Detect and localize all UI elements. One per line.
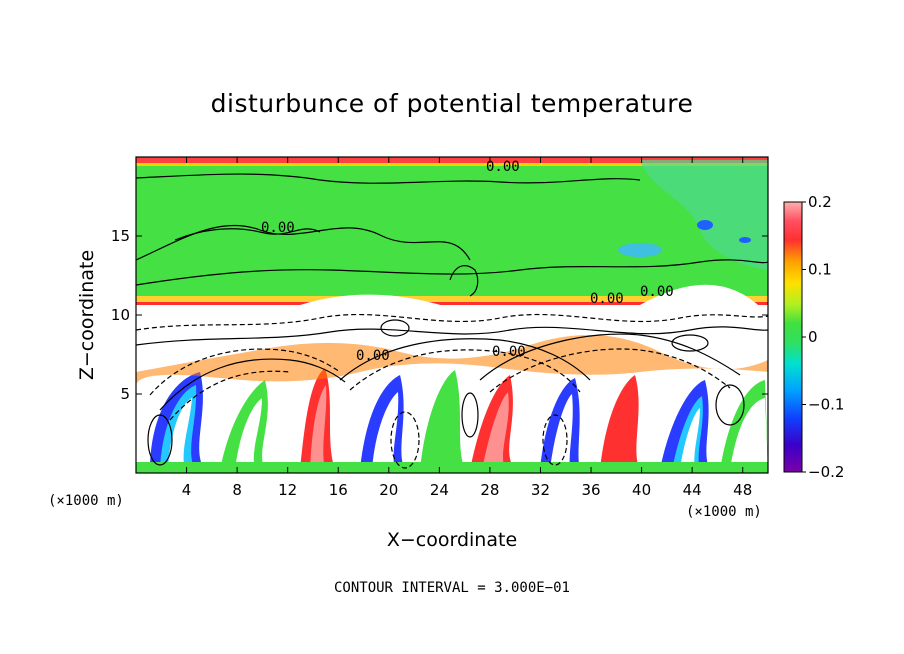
x-tick-label: 20 bbox=[379, 481, 398, 499]
colorbar-ticks: 0.2 0.1 0 −0.1 −0.2 bbox=[802, 193, 844, 481]
contour-labels: 0.00 0.00 0.00 0.00 0.00 0.00 bbox=[261, 159, 674, 364]
plot-area: 0.00 0.00 0.00 0.00 0.00 0.00 bbox=[136, 157, 768, 473]
colorbar-tick-label: −0.1 bbox=[808, 396, 844, 414]
contour-label: 0.00 bbox=[356, 348, 390, 364]
chart-title: disturbunce of potential temperature bbox=[211, 89, 694, 118]
x-tick-label: 28 bbox=[480, 481, 499, 499]
x-unit-right: (×1000 m) bbox=[686, 504, 762, 520]
y-tick-label: 10 bbox=[111, 306, 130, 324]
colorbar-tick-label: 0.1 bbox=[808, 261, 832, 279]
contour-label: 0.00 bbox=[486, 159, 520, 175]
x-axis-label: X−coordinate bbox=[387, 529, 517, 551]
y-axis-ticks: 5 10 15 bbox=[111, 227, 768, 403]
y-axis-label: Z−coordinate bbox=[76, 250, 98, 380]
x-tick-label: 40 bbox=[632, 481, 651, 499]
x-tick-label: 24 bbox=[430, 481, 449, 499]
contour-label: 0.00 bbox=[261, 220, 295, 236]
x-unit-left: (×1000 m) bbox=[48, 493, 124, 509]
x-tick-label: 32 bbox=[531, 481, 550, 499]
colorbar-tick-label: −0.2 bbox=[808, 463, 844, 481]
contour-label: 0.00 bbox=[492, 344, 526, 360]
y-tick-label: 15 bbox=[111, 227, 130, 245]
colorbar bbox=[783, 201, 803, 473]
x-tick-label: 48 bbox=[733, 481, 752, 499]
x-tick-label: 8 bbox=[232, 481, 242, 499]
contour-lines bbox=[136, 173, 768, 469]
contour-interval-note: CONTOUR INTERVAL = 3.000E−01 bbox=[334, 580, 570, 596]
contour-label: 0.00 bbox=[590, 291, 624, 307]
x-tick-label: 36 bbox=[581, 481, 600, 499]
x-tick-label: 44 bbox=[683, 481, 702, 499]
y-tick-label: 5 bbox=[120, 385, 130, 403]
x-tick-label: 12 bbox=[278, 481, 297, 499]
lower-color-blobs bbox=[136, 335, 768, 473]
contour-label: 0.00 bbox=[640, 284, 674, 300]
colorbar-tick-label: 0 bbox=[808, 328, 818, 346]
x-tick-label: 4 bbox=[182, 481, 192, 499]
x-axis-ticks: 4 8 12 16 20 24 28 32 36 40 44 48 bbox=[182, 157, 752, 499]
x-tick-label: 16 bbox=[329, 481, 348, 499]
colorbar-tick-label: 0.2 bbox=[808, 193, 832, 211]
